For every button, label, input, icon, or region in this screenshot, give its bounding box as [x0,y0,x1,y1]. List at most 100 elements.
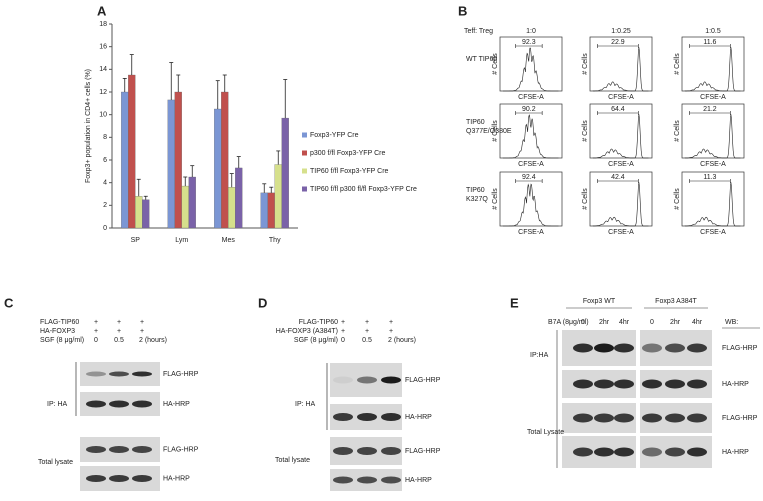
y-tick-label: 0 [103,225,107,232]
blot-band [109,400,129,408]
legend-label: TIP60 f/fl Foxp3-YFP Cre [310,168,389,175]
blot-band [642,447,662,457]
y-tick-label: 2 [103,202,107,209]
bar [167,99,175,229]
axis-label: # Cells [582,120,589,142]
column-header: 1:0.5 [705,28,721,35]
condition-value: 2 (hours) [139,337,167,344]
y-tick-label: 6 [103,157,107,164]
gate-value: 11.6 [703,39,716,46]
gate-value: 64.4 [611,106,625,113]
axis-label: # Cells [492,188,499,210]
histogram-curve [502,47,559,92]
blot-band [573,343,593,353]
axis-label: CFSE-A [608,229,634,236]
error-bar [262,183,267,193]
blot-band [357,376,377,384]
histogram-curve [592,114,649,159]
panel-label: A [97,3,107,18]
bar [235,167,243,229]
condition-value: + [140,319,144,326]
histogram-curve [592,47,649,92]
bar [121,91,129,229]
histogram-curve [503,183,559,227]
error-bar [236,156,241,168]
axis-label: # Cells [674,120,681,142]
blot-band [594,379,614,389]
bar [142,199,150,229]
histogram-frame [681,171,745,227]
bar [281,117,289,229]
bar [188,176,196,229]
blot-label: HA-HRP [405,414,432,421]
time-label: 2hr [670,319,681,326]
blot-band [86,446,106,453]
y-tick-label: 18 [99,21,107,28]
blot-band [357,413,377,421]
legend-swatch [302,150,307,156]
axis-label: CFSE-A [608,94,634,101]
x-tick-label: Lym [175,237,188,244]
row-label: TIP60 [466,187,485,194]
gate-value: 90.2 [522,106,536,113]
blot-band [687,379,707,389]
blot-band [665,343,685,353]
blot-band [333,447,353,455]
histogram-frame [499,36,563,92]
blot-label: FLAG-HRP [405,448,441,455]
blot-label: HA-HRP [722,381,749,388]
condition-label: SGF (8 μg/ml) [294,337,338,344]
error-bar [169,62,174,100]
panel-label: D [258,295,267,310]
condition-value: + [94,319,98,326]
time-label: 4hr [692,319,703,326]
blot-band [132,400,152,408]
legend-label: TIP60 f/fl p300 fl/fl Foxp3-YFP Cre [310,186,417,193]
blot-band [687,447,707,457]
axis-label: CFSE-A [608,161,634,168]
histogram-frame [589,36,653,92]
blot-band [357,447,377,455]
bar [274,164,282,229]
axis-label: CFSE-A [518,229,544,236]
blot-band [381,476,401,484]
legend-swatch [302,168,307,174]
blot-band [573,413,593,423]
error-bar [136,178,141,197]
column-header: 1:0.25 [611,28,631,35]
condition-value: 0 [341,337,345,344]
condition-value: + [365,319,369,326]
condition-value: 0.5 [362,337,372,344]
bar [228,187,236,229]
error-bar [190,165,195,177]
condition-value: + [140,328,144,335]
condition-value: + [117,328,121,335]
axis-label: # Cells [492,120,499,142]
blot-label: HA-HRP [722,449,749,456]
panel-label: E [510,295,519,310]
legend-swatch [302,186,307,192]
legend-swatch [302,132,307,138]
condition-label: FLAG-TIP60 [40,319,79,326]
blot-band [614,343,634,353]
blot-label: HA-HRP [163,401,190,408]
axis-label: # Cells [492,53,499,75]
blot-band [86,371,106,377]
axis-label: # Cells [582,188,589,210]
blot-label: FLAG-HRP [405,377,441,384]
gate-value: 22.9 [611,39,625,46]
blot-band [86,400,106,408]
x-tick-label: SP [131,237,141,244]
y-tick-label: 12 [99,89,107,96]
histogram-curve [684,114,741,159]
legend-label: p300 f/fl Foxp3-YFP Cre [310,150,385,157]
blot-band [642,343,662,353]
condition-value: + [389,328,393,335]
histogram-curve [503,114,559,159]
group-label: IP: HA [295,401,316,408]
error-bar [183,176,188,187]
y-tick-label: 14 [99,66,107,73]
blot-band [132,475,152,482]
blot-band [665,447,685,457]
error-bar [122,78,127,92]
